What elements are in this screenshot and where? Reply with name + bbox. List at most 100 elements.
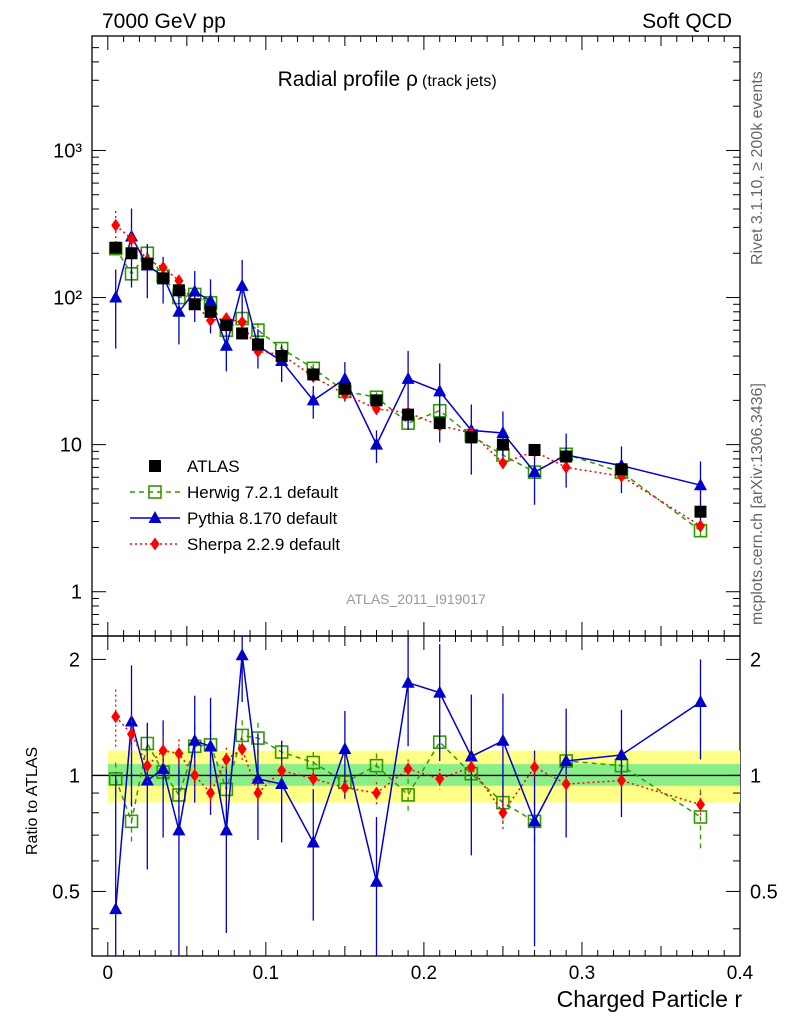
data-point bbox=[125, 247, 138, 260]
y-tick-label-ratio: 1 bbox=[69, 765, 80, 787]
ratio-point bbox=[204, 739, 218, 752]
y-tick-label-main: 10³ bbox=[53, 140, 82, 162]
ratio-point bbox=[559, 753, 573, 766]
data-point bbox=[433, 417, 446, 430]
data-point bbox=[219, 338, 233, 351]
ratio-point bbox=[614, 747, 628, 760]
series-main-0 bbox=[109, 241, 707, 518]
header-process: Soft QCD bbox=[642, 10, 732, 33]
x-axis-ticks: 0 0.1 0.2 0.3 0.4 bbox=[103, 36, 754, 984]
y-tick-label-main: 10² bbox=[53, 288, 82, 310]
legend-label: ATLAS bbox=[187, 457, 240, 476]
header-energy: 7000 GeV pp bbox=[102, 10, 226, 33]
y-tick-label-ratio: 2 bbox=[69, 649, 80, 671]
x-tick-label: 0.4 bbox=[727, 963, 754, 984]
data-point bbox=[172, 284, 185, 297]
data-point bbox=[465, 431, 478, 444]
data-point bbox=[204, 293, 218, 306]
ratio-point bbox=[140, 773, 154, 786]
data-point bbox=[433, 384, 447, 397]
data-point bbox=[496, 438, 509, 451]
ratio-point bbox=[369, 874, 383, 887]
data-point bbox=[172, 304, 186, 317]
y-tick-label-ratio-right: 0.5 bbox=[750, 881, 778, 903]
ratio-point bbox=[206, 786, 216, 800]
ratio-point bbox=[190, 768, 200, 782]
data-point bbox=[220, 319, 233, 332]
data-point bbox=[158, 261, 168, 275]
data-point bbox=[188, 284, 202, 297]
ratio-point bbox=[237, 742, 247, 756]
data-point bbox=[338, 371, 352, 384]
series-line bbox=[115, 224, 701, 527]
ratio-point bbox=[466, 760, 476, 774]
ratio-point bbox=[369, 758, 384, 773]
ratio-point bbox=[306, 755, 321, 770]
series-ratio-2 bbox=[109, 636, 707, 956]
ratio-point bbox=[277, 763, 287, 777]
ratio-point bbox=[340, 781, 350, 795]
legend-item: ATLAS bbox=[149, 457, 240, 476]
ratio-point bbox=[371, 786, 381, 800]
data-point bbox=[561, 460, 571, 474]
ratio-point bbox=[433, 685, 447, 698]
data-point bbox=[560, 450, 573, 463]
legend-label: Pythia 8.170 default bbox=[187, 509, 338, 528]
ratio-y-axis-label: Ratio to ATLAS bbox=[24, 747, 41, 855]
data-point bbox=[157, 272, 170, 285]
data-point bbox=[615, 463, 628, 476]
data-point bbox=[498, 456, 508, 470]
data-point bbox=[528, 443, 541, 456]
ratio-point bbox=[528, 814, 542, 827]
legend: ATLAS Herwig 7.2.1 default Pythia 8.170 de… bbox=[130, 457, 340, 554]
ratio-line bbox=[115, 716, 701, 815]
ratio-point bbox=[435, 772, 445, 786]
data-point bbox=[695, 519, 705, 533]
ratio-point bbox=[561, 777, 571, 791]
data-point bbox=[496, 425, 510, 438]
data-point bbox=[111, 218, 121, 232]
data-point bbox=[109, 241, 122, 254]
ratio-point bbox=[111, 710, 121, 724]
data-point bbox=[693, 478, 707, 491]
ratio-series bbox=[108, 636, 708, 956]
x-tick-label: 0.2 bbox=[411, 963, 437, 984]
y-tick-label-ratio-right: 1 bbox=[750, 765, 761, 787]
plot-title-suffix: (track jets) bbox=[422, 73, 497, 90]
ratio-point bbox=[616, 774, 626, 788]
plot-title: Radial profile ρ bbox=[278, 68, 418, 91]
data-point bbox=[307, 368, 320, 381]
data-point bbox=[251, 338, 264, 351]
data-point bbox=[141, 257, 154, 270]
data-point bbox=[174, 274, 184, 288]
ratio-point bbox=[338, 742, 352, 755]
x-tick-label: 0 bbox=[103, 963, 114, 984]
y-tick-label-main: 10 bbox=[60, 435, 82, 457]
ratio-line bbox=[114, 655, 701, 910]
main-series bbox=[108, 208, 708, 541]
data-point bbox=[204, 305, 217, 318]
ratio-point bbox=[306, 835, 320, 848]
series-line bbox=[115, 248, 701, 532]
data-point bbox=[109, 290, 123, 303]
y-tick-label-ratio-right: 2 bbox=[750, 649, 761, 671]
data-point bbox=[236, 327, 249, 340]
data-point bbox=[188, 298, 201, 311]
ratio-point bbox=[498, 806, 508, 820]
analysis-label: ATLAS_2011_I919017 bbox=[346, 591, 486, 607]
data-point bbox=[237, 315, 247, 329]
legend-marker bbox=[150, 537, 160, 551]
ratio-point bbox=[174, 746, 184, 760]
y-tick-label-main: 1 bbox=[71, 582, 82, 604]
data-point bbox=[402, 408, 415, 421]
ratio-point bbox=[142, 759, 152, 773]
main-y-axis-ticks: 1 10 10² 10³ bbox=[53, 35, 740, 637]
legend-item: Herwig 7.2.1 default bbox=[130, 483, 338, 502]
ratio-uncertainty-bands bbox=[107, 750, 741, 803]
legend-label: Herwig 7.2.1 default bbox=[187, 483, 338, 502]
ratio-point bbox=[125, 714, 139, 727]
legend-marker bbox=[149, 460, 161, 472]
x-tick-label: 0.1 bbox=[253, 963, 279, 984]
ratio-point bbox=[496, 733, 510, 746]
